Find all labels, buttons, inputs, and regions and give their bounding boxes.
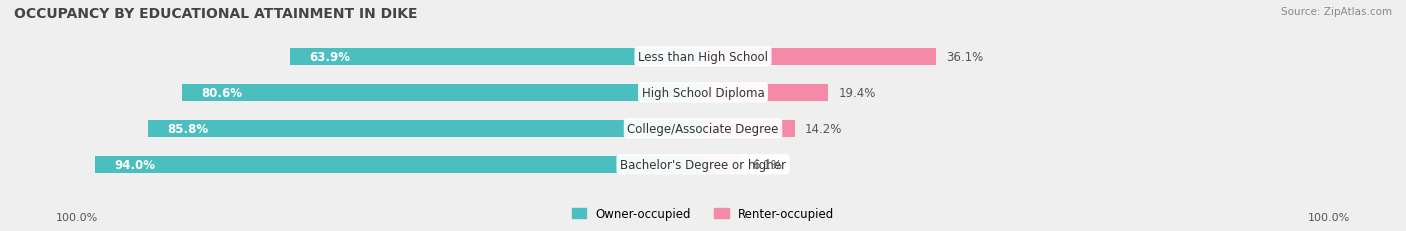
Text: Bachelor's Degree or higher: Bachelor's Degree or higher <box>620 158 786 171</box>
Text: Source: ZipAtlas.com: Source: ZipAtlas.com <box>1281 7 1392 17</box>
Legend: Owner-occupied, Renter-occupied: Owner-occupied, Renter-occupied <box>567 203 839 225</box>
Bar <box>703 84 828 102</box>
Text: 100.0%: 100.0% <box>1308 212 1350 222</box>
Bar <box>703 49 936 66</box>
Text: High School Diploma: High School Diploma <box>641 86 765 99</box>
Bar <box>703 156 742 173</box>
Text: 80.6%: 80.6% <box>201 86 242 99</box>
Bar <box>703 120 794 137</box>
Text: OCCUPANCY BY EDUCATIONAL ATTAINMENT IN DIKE: OCCUPANCY BY EDUCATIONAL ATTAINMENT IN D… <box>14 7 418 21</box>
Text: 94.0%: 94.0% <box>114 158 156 171</box>
Text: 100.0%: 100.0% <box>56 212 98 222</box>
Bar <box>96 156 703 173</box>
Text: Less than High School: Less than High School <box>638 51 768 64</box>
Bar <box>181 84 703 102</box>
Text: 85.8%: 85.8% <box>167 122 208 135</box>
Text: 19.4%: 19.4% <box>838 86 876 99</box>
Text: 6.1%: 6.1% <box>752 158 782 171</box>
Text: 14.2%: 14.2% <box>804 122 842 135</box>
Text: 63.9%: 63.9% <box>309 51 350 64</box>
Bar <box>148 120 703 137</box>
Bar <box>290 49 703 66</box>
Text: 36.1%: 36.1% <box>946 51 983 64</box>
Text: College/Associate Degree: College/Associate Degree <box>627 122 779 135</box>
